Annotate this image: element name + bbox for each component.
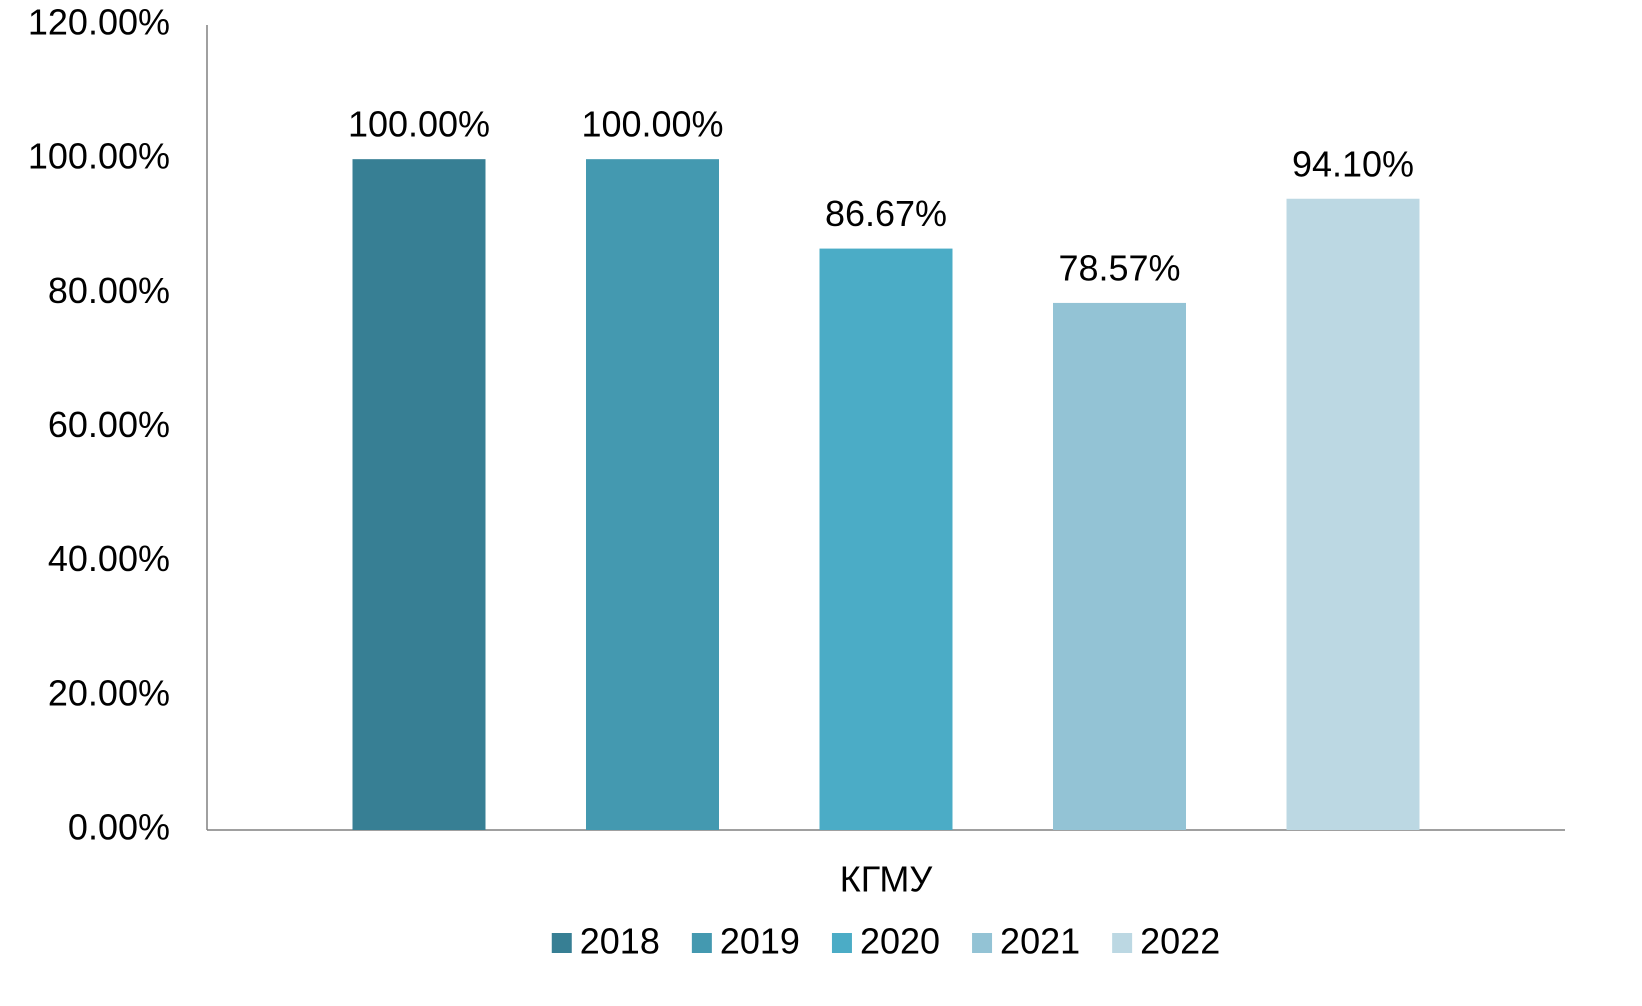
y-tick-label: 20.00% [48, 672, 170, 713]
bar [1053, 302, 1186, 830]
legend-swatch [1112, 933, 1133, 953]
legend-label: 2020 [860, 921, 940, 962]
y-tick-label: 40.00% [48, 538, 170, 579]
y-tick-label: 120.00% [28, 2, 170, 43]
bar [819, 248, 953, 830]
data-label: 100.00% [348, 104, 490, 145]
bar [586, 159, 719, 830]
legend-swatch [691, 933, 712, 953]
bar [352, 159, 486, 830]
legend-label: 2022 [1140, 921, 1220, 962]
legend-swatch [831, 933, 852, 953]
legend-swatch [551, 933, 572, 953]
legend-label: 2019 [720, 921, 800, 962]
y-tick-label: 80.00% [48, 270, 170, 311]
y-tick-label: 0.00% [68, 807, 170, 848]
legend-label: 2018 [580, 921, 660, 962]
bar [1286, 198, 1420, 830]
x-tick-label: КГМУ [840, 859, 934, 900]
data-label: 100.00% [581, 104, 723, 145]
y-tick-label: 60.00% [48, 404, 170, 445]
legend-label: 2021 [1000, 921, 1080, 962]
legend-swatch [972, 933, 993, 953]
data-label: 94.10% [1292, 143, 1414, 184]
y-tick-label: 100.00% [28, 136, 170, 177]
data-label: 86.67% [825, 193, 947, 234]
data-label: 78.57% [1058, 247, 1180, 288]
